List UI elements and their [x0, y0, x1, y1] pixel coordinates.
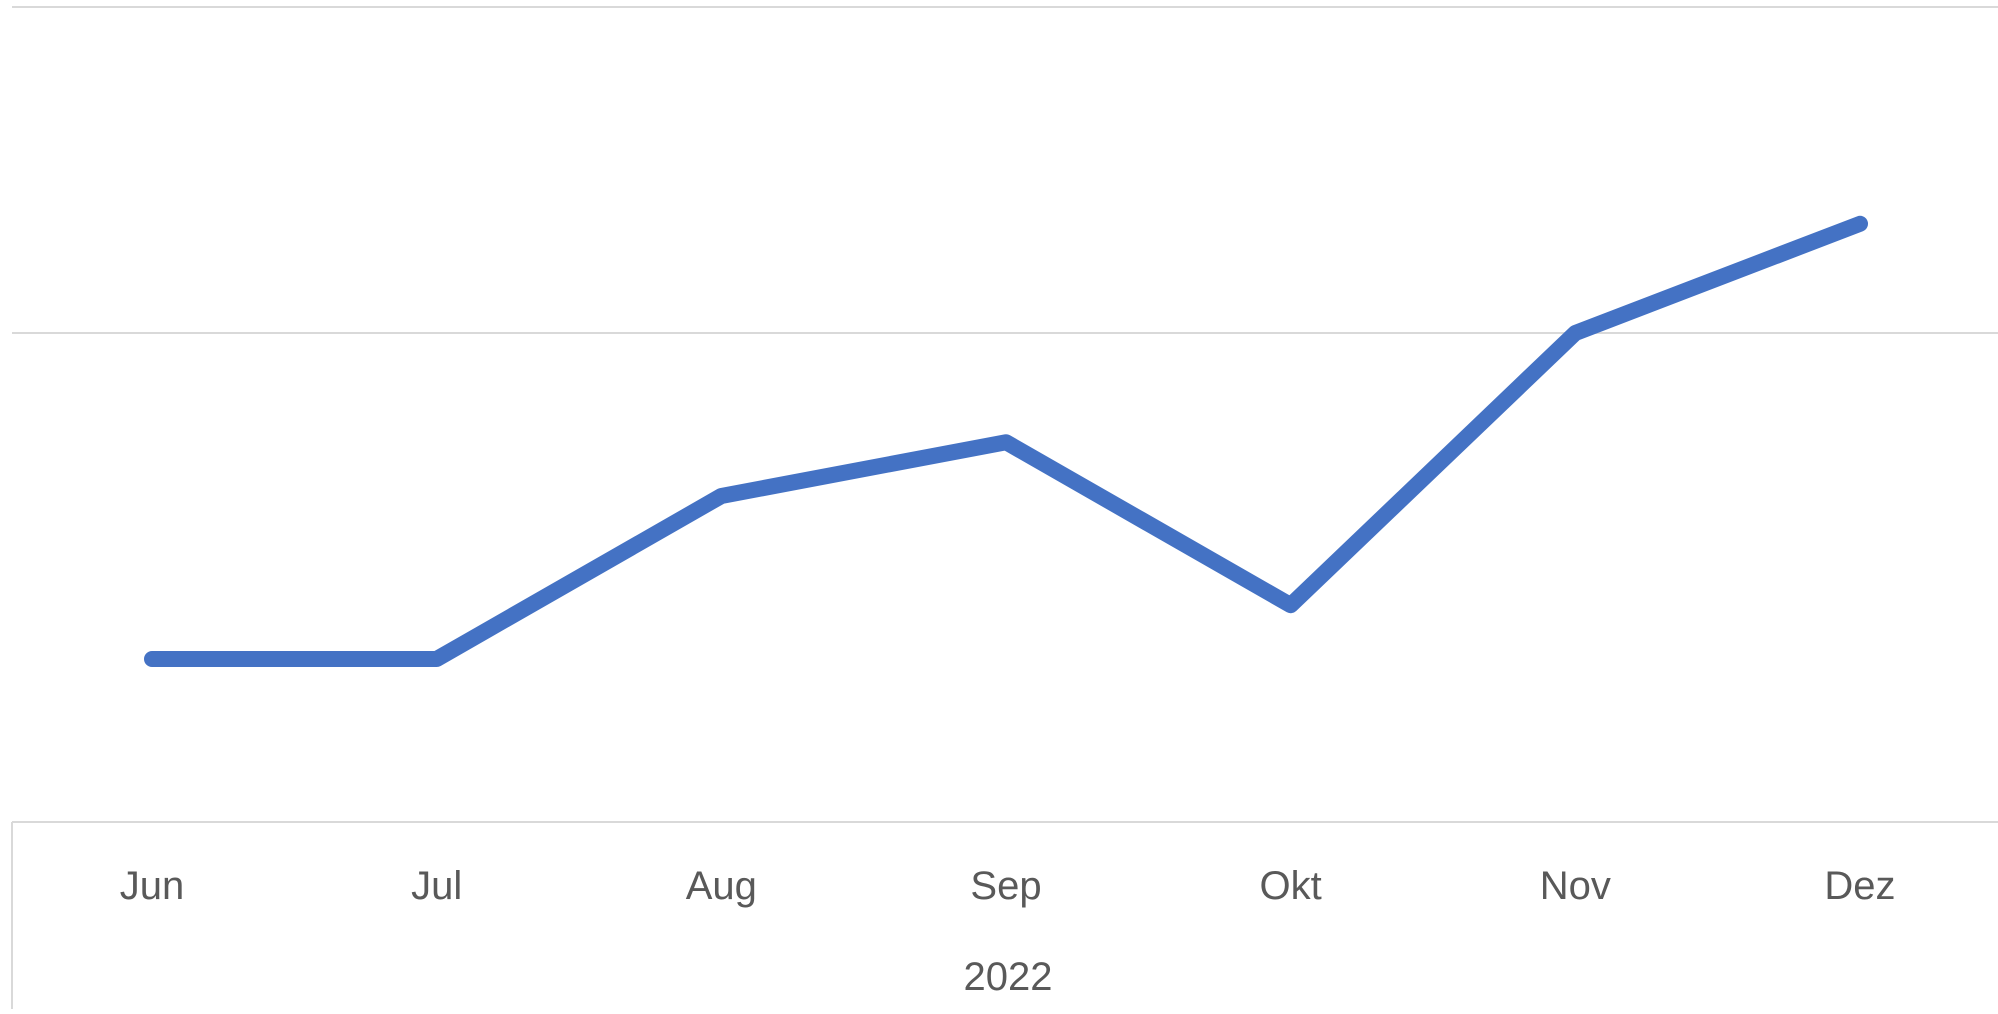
data-point-dez	[1859, 223, 1861, 225]
x-tick-label-aug: Aug	[686, 864, 757, 908]
data-point-sep	[1005, 441, 1007, 443]
data-point-nov	[1574, 332, 1576, 334]
x-tick-label-dez: Dez	[1824, 864, 1895, 908]
data-point-jun	[151, 658, 153, 660]
x-tick-label-jun: Jun	[120, 864, 185, 908]
data-point-aug	[720, 495, 722, 497]
data-point-jul	[436, 658, 438, 660]
series-line-0	[144, 215, 1868, 667]
x-group-label: 2022	[964, 955, 1053, 999]
x-axis	[11, 821, 1998, 1009]
x-tick-label-nov: Nov	[1540, 864, 1611, 908]
series-layer	[144, 215, 1868, 667]
data-point-okt	[1290, 604, 1292, 606]
x-tick-label-sep: Sep	[970, 864, 1041, 908]
x-tick-label-jul: Jul	[411, 864, 462, 908]
x-axis-labels: Jun Jul Aug Sep Okt Nov Dez 2022	[120, 864, 1896, 999]
x-tick-label-okt: Okt	[1260, 864, 1322, 908]
gridlines	[12, 6, 1998, 334]
